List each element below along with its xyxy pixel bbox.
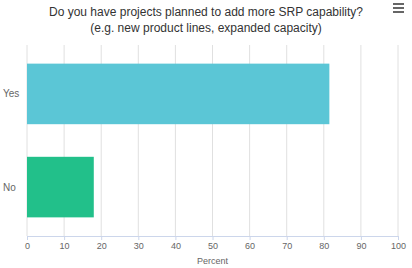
- tick-mark: [324, 236, 325, 240]
- tick: 100: [391, 236, 406, 251]
- menu-icon-line[interactable]: [393, 7, 404, 9]
- grid-line: [398, 45, 399, 236]
- tick-label: 0: [25, 241, 30, 251]
- grid-line: [360, 45, 361, 236]
- tick: 90: [356, 236, 366, 251]
- tick-mark: [398, 236, 399, 240]
- category-label: Yes: [3, 88, 19, 99]
- menu-icon-line[interactable]: [393, 11, 404, 13]
- tick: 0: [25, 236, 30, 251]
- plot: 0 10 20 30 40 50 60 70 80 90 100: [25, 45, 406, 251]
- menu-icon-line[interactable]: [393, 3, 404, 5]
- tick: 50: [208, 236, 218, 251]
- tick: 70: [282, 236, 292, 251]
- tick-label: 60: [245, 241, 255, 251]
- tick-mark: [64, 236, 65, 240]
- axis-line: [28, 237, 399, 241]
- x-axis: 0 10 20 30 40 50 60 70 80 90 100: [25, 236, 406, 251]
- tick-label: 10: [60, 241, 70, 251]
- tick-label: 50: [208, 241, 218, 251]
- tick-label: 80: [319, 241, 329, 251]
- tick-mark: [138, 236, 139, 240]
- tick-label: 70: [282, 241, 292, 251]
- bar: [27, 64, 329, 125]
- tick-mark: [175, 236, 176, 240]
- tick-mark: [287, 236, 288, 240]
- tick: 30: [134, 236, 144, 251]
- tick-mark: [27, 236, 28, 240]
- tick-label: 30: [134, 241, 144, 251]
- subtitle: (e.g. new product lines, expanded capaci…: [90, 21, 321, 35]
- tick-label: 20: [97, 241, 107, 251]
- tick-mark: [361, 236, 362, 240]
- title: Do you have projects planned to add more…: [49, 5, 363, 19]
- tick-mark: [213, 236, 214, 240]
- category-label: No: [3, 182, 16, 193]
- tick-label: 40: [171, 241, 181, 251]
- tick: 20: [97, 236, 107, 251]
- grid: [27, 45, 398, 236]
- y-axis: Yes No: [3, 88, 19, 192]
- chart: Do you have projects planned to add more…: [0, 0, 412, 268]
- bars: [27, 64, 329, 218]
- tick-label: 100: [391, 241, 406, 251]
- tick: 80: [319, 236, 329, 251]
- tick-label: 90: [356, 241, 366, 251]
- tick: 40: [171, 236, 181, 251]
- tick: 10: [60, 236, 70, 251]
- menu-icon[interactable]: [393, 4, 404, 12]
- tick: 60: [245, 236, 255, 251]
- bar: [27, 157, 94, 218]
- tick-mark: [250, 236, 251, 240]
- axis-title: Percent: [197, 256, 229, 266]
- tick-mark: [101, 236, 102, 240]
